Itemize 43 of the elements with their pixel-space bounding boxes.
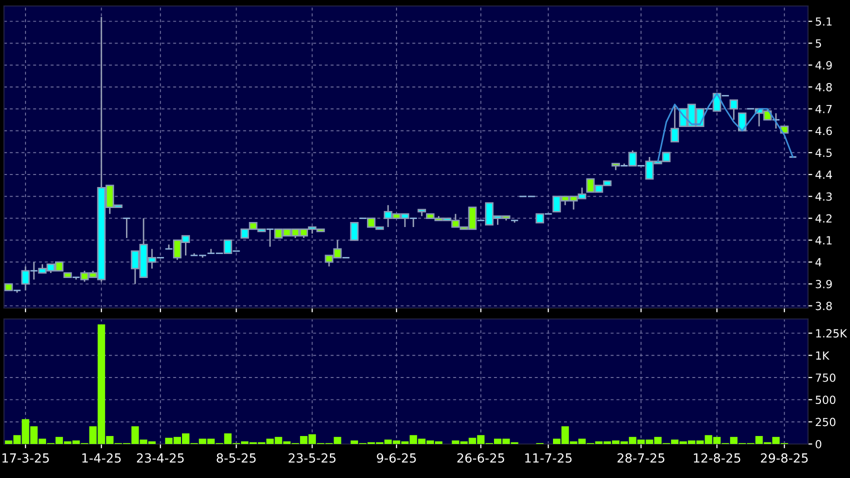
- candlestick: [350, 222, 359, 241]
- y-tick-label: 4: [815, 258, 822, 266]
- y-tick-label: 4.7: [815, 104, 832, 114]
- x-tick-label: 11-7-25: [525, 453, 572, 463]
- y-tick-label: 3.9: [816, 280, 832, 288]
- candlestick: [772, 112, 780, 130]
- candlestick: [224, 239, 232, 254]
- line-series: [657, 92, 794, 162]
- y-tick-label: 4.9: [815, 61, 832, 70]
- candlestick: [730, 99, 738, 120]
- y-tick-label: 0: [816, 440, 822, 448]
- candlestick: [122, 218, 131, 239]
- candlestick: [21, 266, 30, 292]
- candlestick: [628, 150, 637, 166]
- candlestick: [266, 228, 274, 248]
- y-tick-label: 4.1: [815, 236, 832, 244]
- x-tick-label: 26-6-25: [457, 453, 504, 463]
- y-tick-label: 4.8: [815, 82, 832, 92]
- y-tick-label: 250: [816, 418, 836, 426]
- y-tick-label: 4.6: [815, 126, 832, 136]
- x-tick-label: 8-5-25: [216, 453, 256, 463]
- y-tick-label: 1.25K: [816, 329, 848, 338]
- y-tick-label: 750: [816, 373, 836, 382]
- x-tick-label: 17-3-25: [2, 453, 49, 463]
- x-tick-label: 23-4-25: [136, 453, 184, 463]
- y-tick-label: 4.5: [815, 148, 832, 158]
- y-tick-label: 4.2: [815, 214, 832, 222]
- x-tick-label: 28-7-25: [618, 453, 664, 463]
- x-tick-label: 29-8-25: [760, 453, 808, 463]
- y-tick-label: 1K: [816, 351, 830, 360]
- y-tick-label: 500: [816, 396, 836, 404]
- y-tick-label: 5.1: [816, 17, 832, 26]
- candlestick: [30, 261, 38, 280]
- candlestick: [409, 218, 418, 228]
- y-tick-label: 4.3: [815, 192, 832, 201]
- x-tick-label: 1-4-25: [82, 453, 121, 463]
- y-tick-label: 5: [816, 39, 822, 48]
- x-tick-label: 9-6-25: [376, 453, 416, 463]
- y-tick-label: 3.8: [816, 302, 832, 310]
- y-tick-label: 4.4: [815, 170, 832, 179]
- x-tick-label: 23-5-25: [288, 453, 336, 463]
- candlestick: [670, 104, 680, 142]
- x-tick-label: 12-8-25: [694, 453, 740, 463]
